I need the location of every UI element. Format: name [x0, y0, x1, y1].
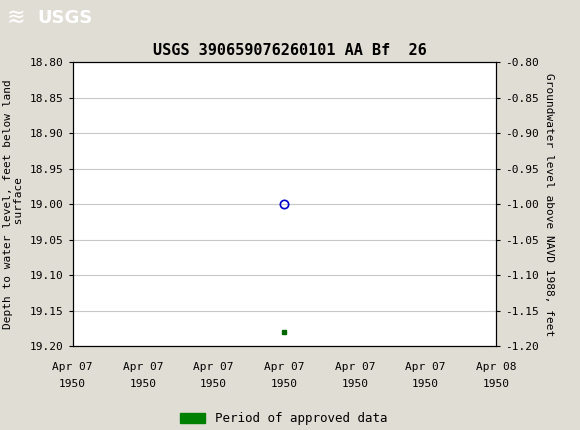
- Text: 1950: 1950: [483, 379, 509, 389]
- Text: 1950: 1950: [129, 379, 157, 389]
- Text: Apr 07: Apr 07: [405, 362, 445, 372]
- Text: Apr 08: Apr 08: [476, 362, 516, 372]
- Text: 1950: 1950: [412, 379, 439, 389]
- Text: USGS 390659076260101 AA Bf  26: USGS 390659076260101 AA Bf 26: [153, 43, 427, 58]
- Text: 1950: 1950: [200, 379, 227, 389]
- Y-axis label: Groundwater level above NAVD 1988, feet: Groundwater level above NAVD 1988, feet: [544, 73, 554, 336]
- Text: Apr 07: Apr 07: [193, 362, 234, 372]
- Text: 1950: 1950: [59, 379, 86, 389]
- Text: USGS: USGS: [38, 9, 93, 27]
- Text: Apr 07: Apr 07: [335, 362, 375, 372]
- Legend: Period of approved data: Period of approved data: [180, 412, 388, 425]
- Text: Apr 07: Apr 07: [123, 362, 164, 372]
- Text: Apr 07: Apr 07: [264, 362, 305, 372]
- Text: Apr 07: Apr 07: [52, 362, 93, 372]
- Text: ≋: ≋: [7, 8, 26, 28]
- Y-axis label: Depth to water level, feet below land
 surface: Depth to water level, feet below land su…: [2, 80, 24, 329]
- Text: 1950: 1950: [341, 379, 368, 389]
- Text: 1950: 1950: [271, 379, 298, 389]
